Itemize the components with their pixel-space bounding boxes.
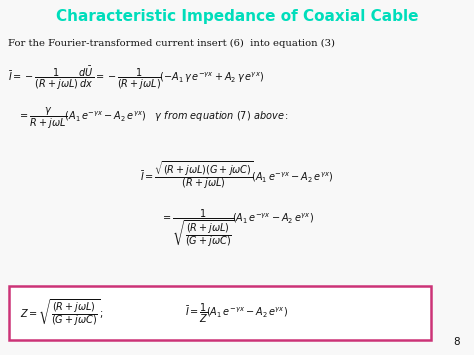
Text: $\bar{I} = \dfrac{\sqrt{(R + j\omega L)(G + j\omega C)}}{(R + j\omega L)}\!\left: $\bar{I} = \dfrac{\sqrt{(R + j\omega L)(… bbox=[140, 159, 334, 191]
Text: $\bar{I} = -\dfrac{1}{(R + j\omega L)}\dfrac{d\bar{U}}{dx} = -\dfrac{1}{(R + j\o: $\bar{I} = -\dfrac{1}{(R + j\omega L)}\d… bbox=[8, 65, 264, 92]
Text: $= \dfrac{1}{\sqrt{\dfrac{(R + j\omega L)}{(G + j\omega C)}}}\!\left(A_1\,e^{-\g: $= \dfrac{1}{\sqrt{\dfrac{(R + j\omega L… bbox=[161, 207, 313, 249]
Text: $= \dfrac{\gamma}{R + j\omega L}\!\left(A_1\,e^{-\gamma x} - A_2\,e^{\gamma x}\r: $= \dfrac{\gamma}{R + j\omega L}\!\left(… bbox=[18, 105, 289, 131]
Text: $Z = \sqrt{\dfrac{(R + j\omega L)}{(G + j\omega C)}}\,;$: $Z = \sqrt{\dfrac{(R + j\omega L)}{(G + … bbox=[20, 297, 104, 328]
Text: $\bar{I} = \dfrac{1}{Z}\!\left(A_1\,e^{-\gamma x} - A_2\,e^{\gamma x}\right)$: $\bar{I} = \dfrac{1}{Z}\!\left(A_1\,e^{-… bbox=[185, 301, 288, 324]
Text: 8: 8 bbox=[453, 337, 460, 347]
FancyBboxPatch shape bbox=[9, 286, 431, 340]
Text: Characteristic Impedance of Coaxial Cable: Characteristic Impedance of Coaxial Cabl… bbox=[56, 9, 418, 23]
Text: For the Fourier-transformed current insert (6)  into equation (3): For the Fourier-transformed current inse… bbox=[8, 38, 335, 48]
